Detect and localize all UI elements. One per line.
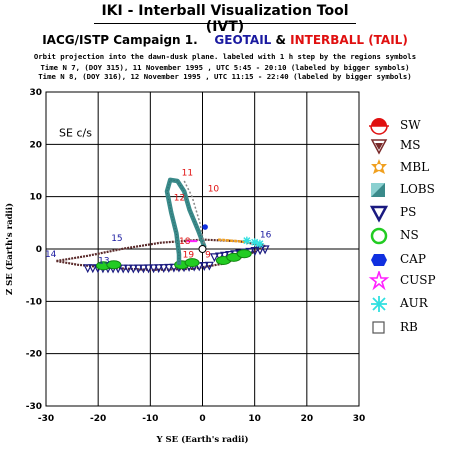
campaign-line: IACG/ISTP Campaign 1. GEOTAIL & INTERBAL… xyxy=(0,33,450,47)
legend-entry-sw: SW xyxy=(368,116,448,136)
x-tick-label-3: 0 xyxy=(199,414,205,424)
ps-marker xyxy=(169,263,179,273)
cap-marker xyxy=(202,224,208,230)
ps-icon xyxy=(368,203,390,223)
sw-icon xyxy=(368,116,390,136)
y-tick-label-6: 30 xyxy=(29,88,42,98)
legend-label-rb: RB xyxy=(400,320,418,334)
ps-marker xyxy=(133,264,143,274)
ps-marker xyxy=(204,261,214,271)
aur-icon xyxy=(368,294,390,314)
campaign-prefix: IACG/ISTP Campaign 1. xyxy=(42,33,198,47)
legend-entry-ps: PS xyxy=(368,203,448,223)
ns-icon xyxy=(368,226,390,246)
legend-label-sw: SW xyxy=(400,118,421,132)
ps-marker xyxy=(139,264,148,274)
hour-label-0: 11 xyxy=(182,169,193,179)
y-axis-label: Z SE (Earth's radii) xyxy=(4,203,15,295)
hour-label-4: 16 xyxy=(260,230,272,240)
ps-marker xyxy=(250,247,260,256)
legend-entry-mbl: MBL xyxy=(368,158,448,178)
x-tick-label-5: 20 xyxy=(301,414,314,424)
y-tick-label-4: 10 xyxy=(29,193,42,203)
orbit-loop-inner xyxy=(183,180,205,244)
frame-label: SE c/s xyxy=(59,126,92,139)
campaign-interball: INTERBALL (TAIL) xyxy=(290,33,408,47)
hour-label-2: 12 xyxy=(174,193,185,203)
cap-icon xyxy=(368,250,390,270)
ps-marker xyxy=(144,264,154,274)
legend-entry-cap: CAP xyxy=(368,250,448,270)
ns-marker-6 xyxy=(236,249,252,259)
time-line-2: Time N 8, (DOY 316), 12 November 1995 , … xyxy=(38,72,412,81)
ps-marker xyxy=(199,262,209,271)
campaign-geotail: GEOTAIL xyxy=(214,33,272,47)
ps-marker xyxy=(123,264,133,274)
cusp-icon xyxy=(368,269,390,291)
legend-label-cap: CAP xyxy=(400,252,426,266)
legend-entry-ns: NS xyxy=(368,226,448,246)
time-line-1: Time N 7, (DOY 315), 11 November 1995 , … xyxy=(40,63,410,72)
legend-label-ns: NS xyxy=(400,228,419,242)
x-axis-label: Y SE (Earth's radii) xyxy=(156,434,249,445)
legend-label-cusp: CUSP xyxy=(400,273,436,287)
ns-marker-3 xyxy=(184,258,200,268)
ps-marker xyxy=(149,264,159,274)
legend-label-ms: MS xyxy=(400,138,421,152)
ps-marker xyxy=(83,264,93,274)
ps-marker xyxy=(118,264,128,274)
ps-marker xyxy=(260,245,270,255)
x-tick-label-6: 30 xyxy=(353,414,366,424)
plot-frame xyxy=(45,91,360,407)
ms-icon xyxy=(368,136,390,156)
legend-entry-rb: RB xyxy=(368,318,448,338)
ps-marker xyxy=(164,263,174,273)
y-tick-label-1: -20 xyxy=(26,350,42,360)
hour-label-1: 10 xyxy=(208,184,220,194)
legend-label-mbl: MBL xyxy=(400,160,430,174)
x-tick-label-0: -30 xyxy=(38,414,54,424)
x-tick-label-4: 10 xyxy=(248,414,261,424)
legend-label-lobs: LOBS xyxy=(400,182,435,196)
hour-label-7: 18 xyxy=(179,237,191,247)
legend-entry-cusp: CUSP xyxy=(368,269,448,291)
aur-marker-2 xyxy=(255,239,264,248)
aur-marker-1 xyxy=(250,238,259,247)
campaign-amp: & xyxy=(275,33,286,47)
ps-marker xyxy=(209,253,219,263)
ps-marker xyxy=(159,264,169,274)
x-tick-label-2: -10 xyxy=(142,414,158,424)
ps-marker xyxy=(128,264,138,274)
orbit-description: Orbit projection into the dawn-dusk plan… xyxy=(33,52,417,61)
y-tick-label-0: -30 xyxy=(26,402,42,412)
aur-marker-0 xyxy=(242,236,251,245)
orbit-orange-segment xyxy=(218,238,250,244)
hour-label-5: 14 xyxy=(45,250,57,260)
rb-icon xyxy=(368,318,390,338)
orbit-tail-lower xyxy=(56,244,266,272)
ps-marker xyxy=(88,264,98,274)
lobs-icon xyxy=(368,180,390,200)
hour-label-9: 9 xyxy=(205,250,211,260)
ps-marker xyxy=(154,264,164,274)
y-tick-label-3: 0 xyxy=(36,245,42,255)
ns-marker-1 xyxy=(106,260,122,270)
y-tick-label-5: 20 xyxy=(29,140,42,150)
orbit-loop-texture xyxy=(166,179,206,265)
ps-marker xyxy=(220,251,230,261)
legend-entry-lobs: LOBS xyxy=(368,180,448,200)
hour-label-3: 15 xyxy=(111,234,122,244)
title-underline xyxy=(94,23,356,24)
legend-entry-aur: AUR xyxy=(368,294,448,314)
x-tick-label-1: -20 xyxy=(90,414,106,424)
legend-label-ps: PS xyxy=(400,205,417,219)
y-tick-label-2: -10 xyxy=(26,297,42,307)
legend-label-aur: AUR xyxy=(400,296,428,310)
mbl-icon xyxy=(368,158,390,178)
hour-label-8: 19 xyxy=(183,250,195,260)
earth-marker xyxy=(198,245,207,253)
hour-label-6: 13 xyxy=(98,257,109,267)
legend-entry-ms: MS xyxy=(368,136,448,156)
